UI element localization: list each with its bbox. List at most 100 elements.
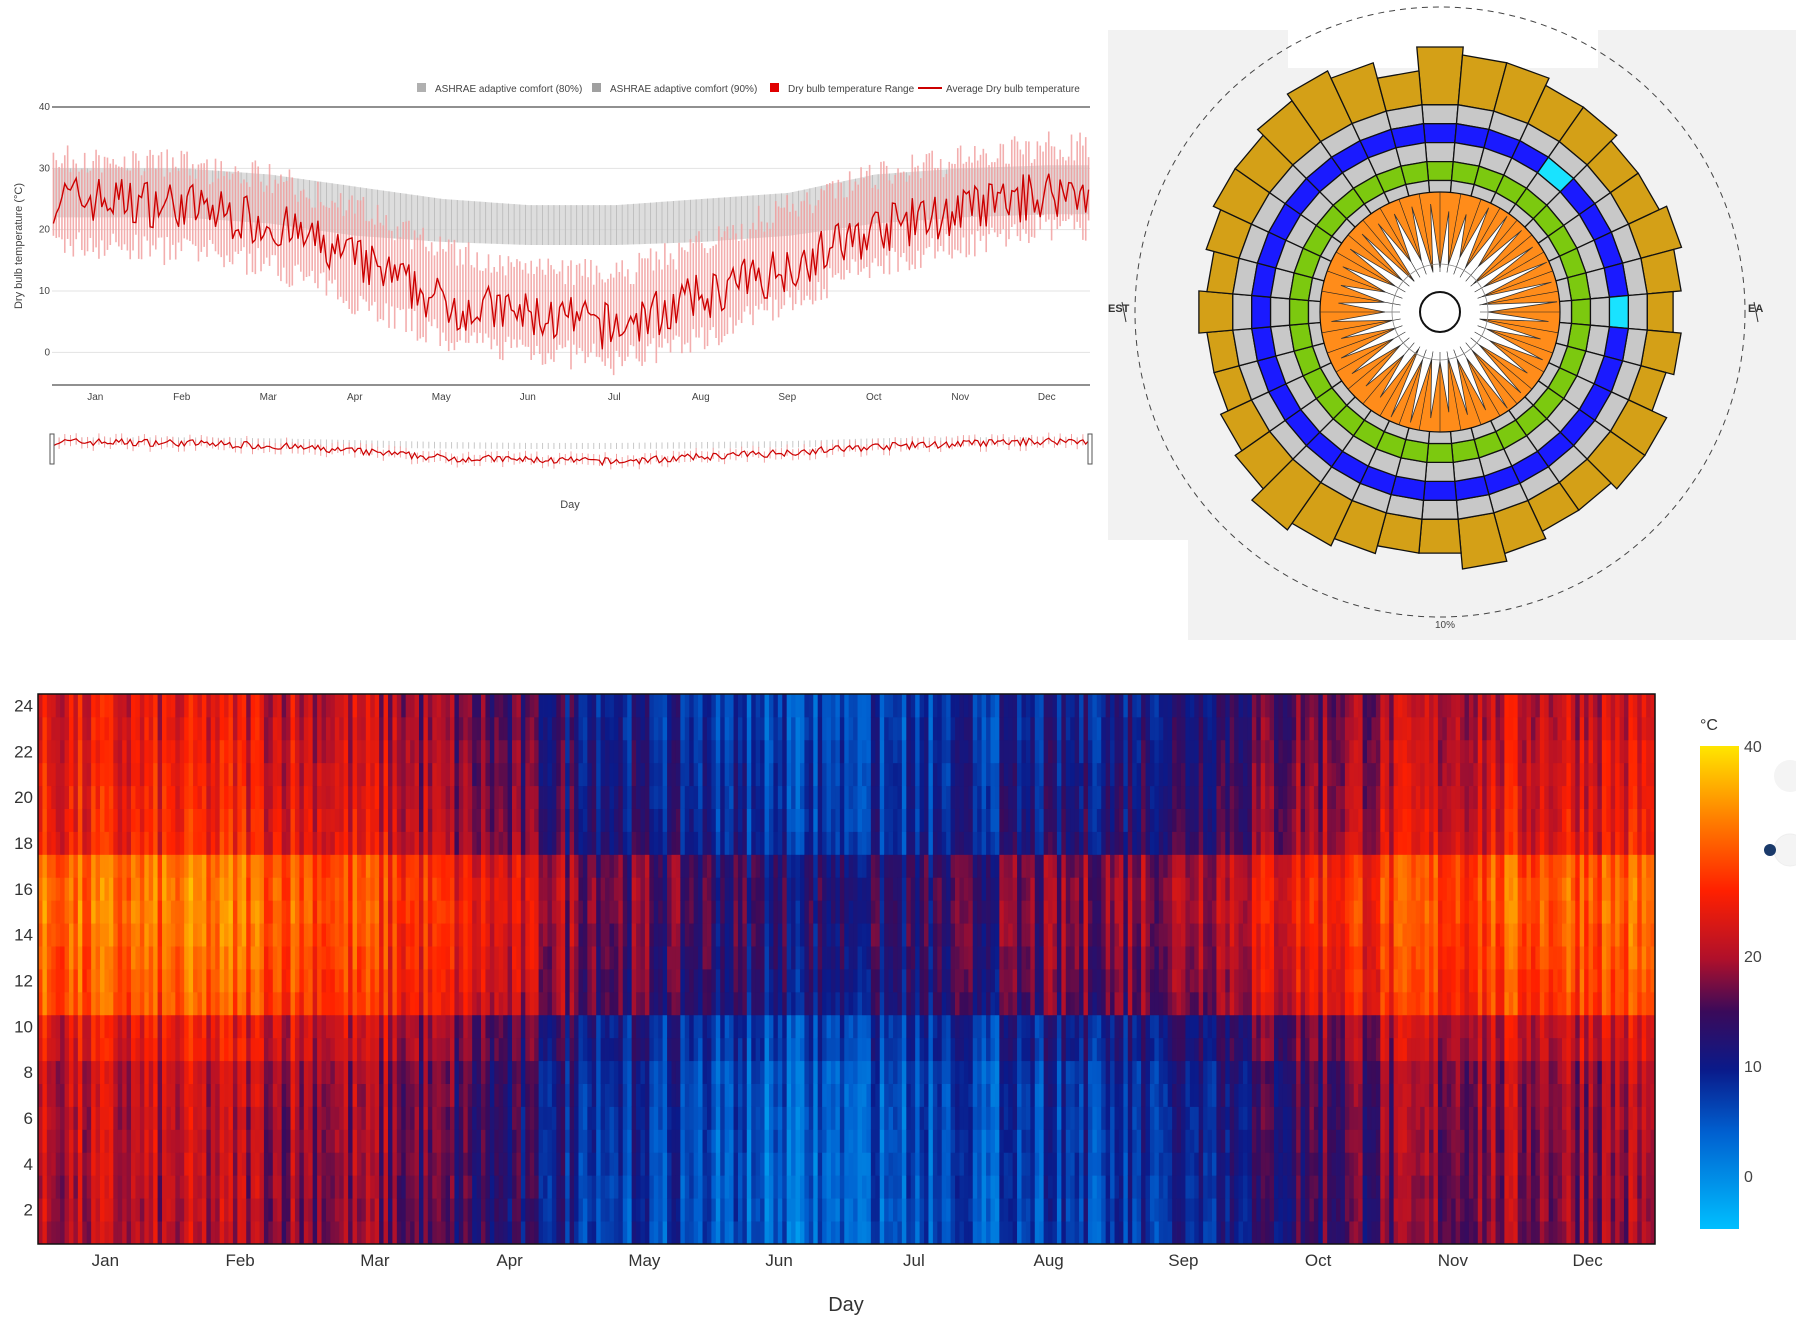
heatmap-cell bbox=[317, 786, 322, 809]
heatmap-cell bbox=[530, 992, 535, 1015]
line-ytick-label: 30 bbox=[39, 163, 51, 174]
heatmap-cell bbox=[220, 877, 225, 900]
heatmap-cell bbox=[184, 854, 189, 877]
heatmap-cell bbox=[202, 877, 207, 900]
heatmap-cell bbox=[720, 1152, 725, 1175]
heatmap-cell bbox=[180, 763, 185, 786]
heatmap-cell bbox=[490, 717, 495, 740]
heatmap-cell bbox=[574, 1152, 579, 1175]
heatmap-cell bbox=[432, 1107, 437, 1130]
heatmap-cell bbox=[78, 786, 83, 809]
heatmap-cell bbox=[242, 1038, 247, 1061]
heatmap-cell bbox=[512, 1015, 517, 1038]
heatmap-cell bbox=[384, 969, 389, 992]
heatmap-cell bbox=[273, 809, 278, 832]
heatmap-cell bbox=[672, 1015, 677, 1038]
heatmap-cell bbox=[485, 740, 490, 763]
heatmap-cell bbox=[171, 992, 176, 1015]
heatmap-cell bbox=[596, 694, 601, 717]
heatmap-cell bbox=[521, 969, 526, 992]
heatmap-cell bbox=[313, 946, 318, 969]
heatmap-cell bbox=[534, 1084, 539, 1107]
heatmap-cell bbox=[428, 1015, 433, 1038]
heatmap-cell bbox=[255, 809, 260, 832]
heatmap-cell bbox=[335, 1038, 340, 1061]
heatmap-cell bbox=[313, 694, 318, 717]
heatmap-cell bbox=[672, 1038, 677, 1061]
heatmap-cell bbox=[720, 946, 725, 969]
heatmap-cell bbox=[175, 1084, 180, 1107]
heatmap-cell bbox=[73, 740, 78, 763]
heatmap-cell bbox=[56, 809, 61, 832]
heatmap-cell bbox=[87, 854, 92, 877]
heatmap-cell bbox=[658, 740, 663, 763]
heatmap-cell bbox=[685, 809, 690, 832]
heatmap-cell bbox=[127, 832, 132, 855]
heatmap-cell bbox=[543, 740, 548, 763]
heatmap-cell bbox=[441, 740, 446, 763]
heatmap-cell bbox=[339, 1038, 344, 1061]
heatmap-cell bbox=[703, 946, 708, 969]
heatmap-cell bbox=[543, 694, 548, 717]
heatmap-cell bbox=[698, 1038, 703, 1061]
heatmap-cell bbox=[459, 1038, 464, 1061]
heatmap-cell bbox=[158, 1015, 163, 1038]
heatmap-cell bbox=[224, 1107, 229, 1130]
heatmap-cell bbox=[654, 992, 659, 1015]
heatmap-cell bbox=[353, 786, 358, 809]
heatmap-cell bbox=[162, 832, 167, 855]
heatmap-cell bbox=[286, 1198, 291, 1221]
heatmap-cell bbox=[481, 1175, 486, 1198]
heatmap-cell bbox=[158, 1198, 163, 1221]
heatmap-cell bbox=[672, 1198, 677, 1221]
heatmap-cell bbox=[370, 1061, 375, 1084]
heatmap-cell bbox=[508, 1221, 513, 1244]
heatmap-cell bbox=[51, 1084, 56, 1107]
heatmap-cell bbox=[614, 717, 619, 740]
heatmap-cell bbox=[379, 786, 384, 809]
heatmap-cell bbox=[322, 740, 327, 763]
heatmap-cell bbox=[583, 1152, 588, 1175]
heatmap-cell bbox=[512, 1038, 517, 1061]
heatmap-cell bbox=[317, 1198, 322, 1221]
heatmap-cell bbox=[618, 1198, 623, 1221]
heatmap-cell bbox=[189, 786, 194, 809]
heatmap-cell bbox=[361, 1061, 366, 1084]
heatmap-cell bbox=[122, 969, 127, 992]
heatmap-cell bbox=[596, 1175, 601, 1198]
heatmap-cell bbox=[317, 1129, 322, 1152]
heatmap-cell bbox=[578, 832, 583, 855]
heatmap-cell bbox=[162, 992, 167, 1015]
heatmap-cell bbox=[658, 992, 663, 1015]
heatmap-cell bbox=[565, 1107, 570, 1130]
heatmap-cell bbox=[113, 1061, 118, 1084]
heatmap-cell bbox=[698, 946, 703, 969]
heatmap-cell bbox=[65, 1175, 70, 1198]
heatmap-cell bbox=[441, 946, 446, 969]
heatmap-cell bbox=[547, 900, 552, 923]
heatmap-cell bbox=[224, 1221, 229, 1244]
heatmap-cell bbox=[716, 717, 721, 740]
heatmap-cell bbox=[268, 923, 273, 946]
heatmap-cell bbox=[641, 1175, 646, 1198]
heatmap-cell bbox=[220, 923, 225, 946]
heatmap-cell bbox=[609, 832, 614, 855]
heatmap-cell bbox=[561, 969, 566, 992]
heatmap-cell bbox=[260, 946, 265, 969]
range-slider[interactable] bbox=[50, 433, 1092, 470]
heatmap-cell bbox=[361, 809, 366, 832]
heatmap-cell bbox=[716, 1061, 721, 1084]
heatmap-cell bbox=[432, 1038, 437, 1061]
heatmap-cell bbox=[73, 1107, 78, 1130]
heatmap-cell bbox=[171, 1061, 176, 1084]
heatmap-cell bbox=[78, 1107, 83, 1130]
heatmap-cell bbox=[224, 946, 229, 969]
heatmap-cell bbox=[348, 1061, 353, 1084]
heatmap-cell bbox=[716, 740, 721, 763]
heatmap-cell bbox=[131, 1129, 136, 1152]
heatmap-cell bbox=[689, 1198, 694, 1221]
heatmap-cell bbox=[87, 1107, 92, 1130]
heatmap-cell bbox=[578, 809, 583, 832]
heatmap-cell bbox=[206, 1107, 211, 1130]
heatmap-cell bbox=[499, 694, 504, 717]
